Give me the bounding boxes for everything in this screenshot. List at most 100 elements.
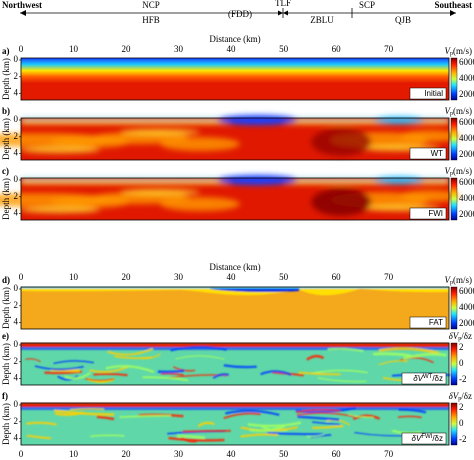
colorbar-tick-label: 4000: [459, 193, 474, 203]
gradient-band: [21, 343, 449, 347]
low-velocity: [217, 175, 298, 185]
colorbar-tick-label: -2: [459, 434, 467, 444]
label: δVp/δz: [449, 391, 472, 402]
tag-box: [401, 372, 447, 385]
y-tick-label: 2: [14, 71, 19, 81]
velocity-patch: [20, 207, 100, 213]
header-label: NCP: [142, 0, 160, 10]
panel: b) Depth (km)0 2 4 WT 6000 4000 2000 Vp(m/s): [0, 106, 474, 161]
header-label: (FDD): [228, 9, 252, 19]
colorbar-tick-label: 0: [459, 418, 464, 428]
colorbar-tick-label: 2000: [459, 318, 474, 328]
panel-letter: f): [2, 391, 8, 401]
x-tick-label: 70: [384, 44, 394, 54]
y-tick-label: 0: [14, 54, 19, 64]
gradient-stripe: [70, 408, 104, 411]
y-tick-label: 0: [14, 339, 19, 349]
colorbar: [450, 177, 458, 221]
velocity-features: [0, 175, 460, 216]
gradient-stripe: [53, 360, 94, 365]
panel-frame: [20, 177, 450, 221]
velocity-patch: [120, 189, 200, 195]
gradient-stripe: [84, 378, 115, 382]
y-tick-label: 4: [14, 433, 19, 443]
y-axis-title: Depth (km): [1, 178, 11, 220]
y-tick-label: 2: [14, 191, 19, 201]
gradient-stripe: [399, 357, 434, 364]
x-tick-label: 0: [19, 272, 24, 282]
velocity-patch: [120, 129, 200, 135]
x-tick-label: 20: [122, 44, 132, 54]
colorbar: [450, 286, 458, 330]
velocity-patch: [20, 147, 100, 153]
x-tick-label: 10: [69, 449, 79, 459]
panel-letter: a): [2, 46, 10, 56]
gradient-stripe: [306, 354, 325, 361]
colorbar-tick-label: 6000: [459, 117, 474, 127]
gradient-stripe: [107, 347, 154, 356]
tag-box: [409, 87, 447, 100]
low-velocity: [374, 176, 425, 184]
y-tick-label: 4: [14, 148, 19, 158]
x-tick-label: 20: [122, 449, 132, 459]
y-tick-label: 2: [14, 300, 19, 310]
gradient-stripe: [170, 345, 227, 352]
gradient-stripe: [57, 374, 79, 381]
gradient-stripe: [90, 434, 125, 438]
label: Vp(m/s): [445, 106, 473, 117]
gradient-stripe: [160, 372, 184, 376]
gradient-stripe: [327, 347, 364, 353]
gradient-stripe: [25, 421, 57, 426]
gradient-stripe: [378, 347, 440, 355]
header-left: Northwest: [2, 0, 42, 10]
header-right: Southeast: [434, 0, 472, 10]
gradient-stripe: [168, 436, 225, 442]
colorbar-tick-label: 6000: [459, 57, 474, 67]
colorbar-tick-label: 2: [459, 342, 464, 352]
low-velocity: [217, 115, 298, 125]
gradient-stripe: [223, 412, 261, 420]
gradient-stripe: [378, 360, 409, 366]
gradient-stripe: [311, 369, 368, 375]
gradient-band: [21, 403, 449, 407]
panel: d)Depth (km)024FAT600040002000Vp(m/s): [1, 275, 474, 330]
gradient-stripe: [142, 376, 189, 382]
panel-frame: [20, 286, 450, 330]
x-axis-title: Distance (km): [209, 34, 260, 44]
gradient-stripe: [296, 408, 341, 414]
gradient-stripe: [89, 365, 130, 373]
x-tick-label: 40: [227, 44, 237, 54]
gradient-features: [21, 403, 449, 443]
shallow-layer: [21, 287, 449, 289]
tag-box: [409, 147, 447, 160]
gradient-stripe: [26, 434, 52, 440]
x-tick-label: 70: [384, 272, 394, 282]
panel-letter: e): [2, 331, 9, 341]
x-tick-label: 50: [279, 272, 289, 282]
x-tick-label: 30: [174, 44, 184, 54]
panel-frame: [20, 342, 450, 386]
panel: a)Depth (km)024Initial600040002000Vp(m/s…: [1, 46, 474, 101]
gradient-stripe: [267, 431, 324, 436]
header-label: SCP: [359, 0, 375, 10]
gradient-stripe: [260, 370, 292, 376]
low-velocity: [374, 116, 425, 124]
colorbar: [450, 342, 458, 386]
gradient-stripe: [157, 369, 185, 374]
x-axis-title: Distance (km): [209, 262, 260, 272]
y-tick-label: 4: [14, 208, 19, 218]
velocity-patch: [400, 190, 460, 202]
high-velocity: [311, 188, 372, 216]
gradient-stripe: [64, 371, 91, 380]
panel-letter: c): [2, 166, 9, 176]
gradient-stripe: [105, 364, 155, 374]
y-axis-title: Depth (km): [1, 343, 11, 385]
gradient-stripe: [348, 413, 374, 419]
gradient-features: [21, 343, 451, 383]
gradient-stripe: [354, 431, 404, 437]
x-tick-label: 20: [122, 272, 132, 282]
colorbar-tick-label: 2000: [459, 149, 474, 159]
tag-box: [401, 432, 447, 445]
